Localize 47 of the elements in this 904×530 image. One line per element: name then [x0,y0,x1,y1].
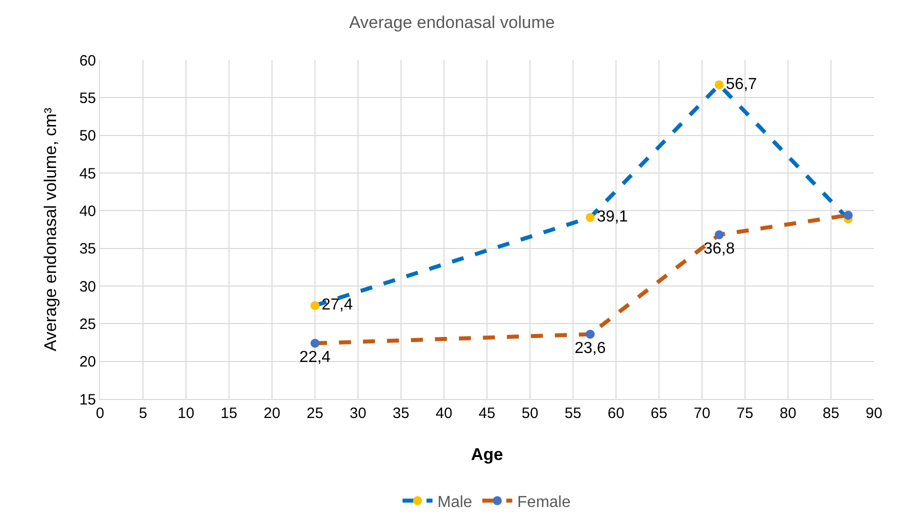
y-tick-label: 55 [79,90,96,107]
x-tick-label: 20 [264,405,280,422]
point [844,210,853,220]
data-label: 39,1 [596,208,628,226]
x-tick-label: 85 [822,405,840,422]
point [714,230,724,240]
x-tick-label: 40 [436,405,452,422]
y-axis-title: Average endonasal volume, cm³ [41,107,60,352]
point [310,301,320,310]
legend-label: Female [517,494,571,511]
x-axis-title: Age [470,445,504,464]
point [310,338,320,348]
x-tick-label: 70 [694,405,710,422]
y-tick-label: 20 [79,354,96,371]
data-label: 56,7 [726,76,758,93]
x-tick-label: 50 [522,405,538,422]
y-tick-label: 50 [79,128,96,145]
x-tick-label: 10 [178,405,194,422]
x-tick-label: 0 [96,405,104,422]
x-tick-label: 5 [138,405,148,422]
chart-title: Average endonasal volume [349,12,555,32]
x-tick-label: 90 [866,405,882,422]
data-label: 27,4 [322,296,353,314]
y-tick-label: 60 [79,52,96,70]
y-tick-label: 35 [79,240,96,258]
x-tick-label: 15 [220,405,238,422]
y-tick-label: 25 [79,316,96,333]
x-tick-label: 45 [478,405,496,422]
y-tick-label: 15 [79,391,96,408]
x-tick-label: 35 [392,405,410,422]
data-label: 36,8 [704,240,735,258]
x-tick-label: 75 [736,405,754,422]
x-tick-label: 80 [780,405,796,422]
x-tick-label: 55 [564,405,582,422]
point [714,80,724,90]
x-tick-label: 30 [350,405,366,422]
data-label: 22,4 [299,348,331,366]
data-label: 23,6 [574,340,606,357]
x-tick-label: 60 [608,405,624,422]
y-tick-label: 30 [79,278,96,296]
y-tick-label: 40 [79,202,96,220]
legend-label: Male [438,494,472,511]
x-tick-label: 25 [306,405,324,422]
point [586,212,595,222]
point [586,330,595,339]
y-tick-label: 45 [79,165,96,182]
x-tick-label: 65 [650,405,668,422]
